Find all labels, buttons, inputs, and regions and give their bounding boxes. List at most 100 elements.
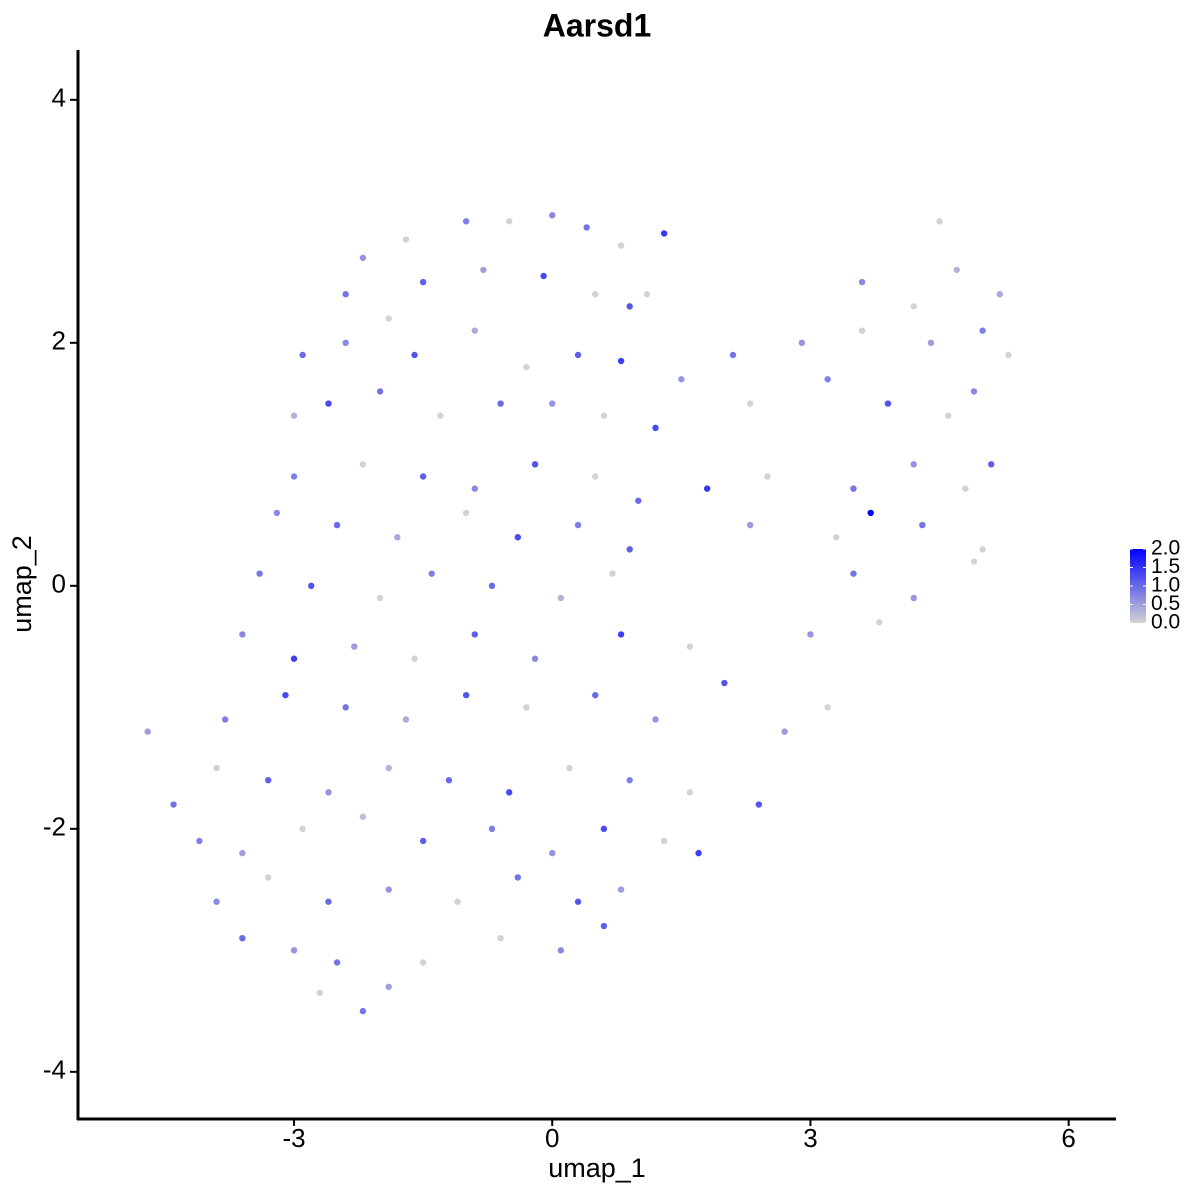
point [617,631,625,638]
point [170,801,177,808]
point [471,485,478,492]
colorbar-tick-label: 0.5 [1151,592,1180,615]
point [729,351,737,359]
point [359,461,367,468]
point [919,521,926,529]
point [480,266,487,274]
point [497,934,504,942]
y-axis-label: umap_2 [7,535,37,633]
point [617,242,625,249]
point [419,473,427,480]
point [660,837,668,845]
y-tick-label: 2 [52,326,66,356]
point [609,570,616,577]
point [600,825,608,833]
point [858,278,866,286]
point [686,789,694,796]
point [626,303,633,310]
point [721,679,728,687]
point [781,728,788,735]
point [299,825,306,833]
point [936,218,943,225]
point [316,989,324,997]
point [454,898,461,905]
point [686,643,694,650]
point [592,691,599,699]
point [970,388,978,395]
colorbar [1130,549,1146,623]
point [462,691,470,699]
point [549,849,556,857]
point [471,631,478,638]
point [833,534,840,541]
point [531,655,539,662]
point [351,643,358,650]
point [910,303,917,310]
point [402,716,410,723]
point [385,983,392,990]
point [858,327,866,334]
point [514,874,522,881]
point [617,886,625,893]
point [531,461,539,468]
point [445,777,453,784]
point [213,764,220,772]
point [290,412,298,419]
point [798,339,806,347]
point [325,400,332,407]
point [970,558,978,565]
colorbar-tick-label: 1.5 [1151,555,1180,578]
y-tick-label: 0 [52,569,66,599]
point [419,959,427,966]
point [437,412,444,419]
point [506,218,513,225]
point [652,716,659,723]
point [196,837,203,845]
point [824,376,831,383]
point [385,315,392,322]
point [755,801,763,808]
colorbar-tick-label: 0.0 [1151,611,1180,634]
point [359,813,367,820]
point [497,400,504,407]
point [600,412,608,419]
point [695,849,702,857]
point [471,327,478,334]
point [987,461,995,468]
point [290,655,298,662]
point [703,485,711,492]
point [333,959,341,966]
point [557,947,565,954]
point [523,363,530,371]
y-tick-label: -2 [43,812,66,842]
point [1005,351,1012,359]
point [643,291,651,298]
point [807,631,814,638]
point [462,218,470,225]
point [927,339,935,347]
point [462,509,470,517]
point [239,631,246,638]
point [402,236,410,243]
point [635,497,642,504]
point [359,1007,367,1015]
point [824,704,831,711]
point [342,291,349,298]
point [213,898,220,905]
chart-title: Aarsd1 [543,7,652,43]
point [342,339,349,347]
point [583,224,590,231]
point [876,619,883,626]
point [996,291,1004,298]
point [325,789,332,796]
point [265,777,272,784]
point [394,534,401,541]
point [221,716,229,723]
point [273,509,281,517]
point [549,400,556,407]
point [660,230,668,237]
point [282,691,289,699]
point [557,594,565,602]
point [514,534,522,541]
